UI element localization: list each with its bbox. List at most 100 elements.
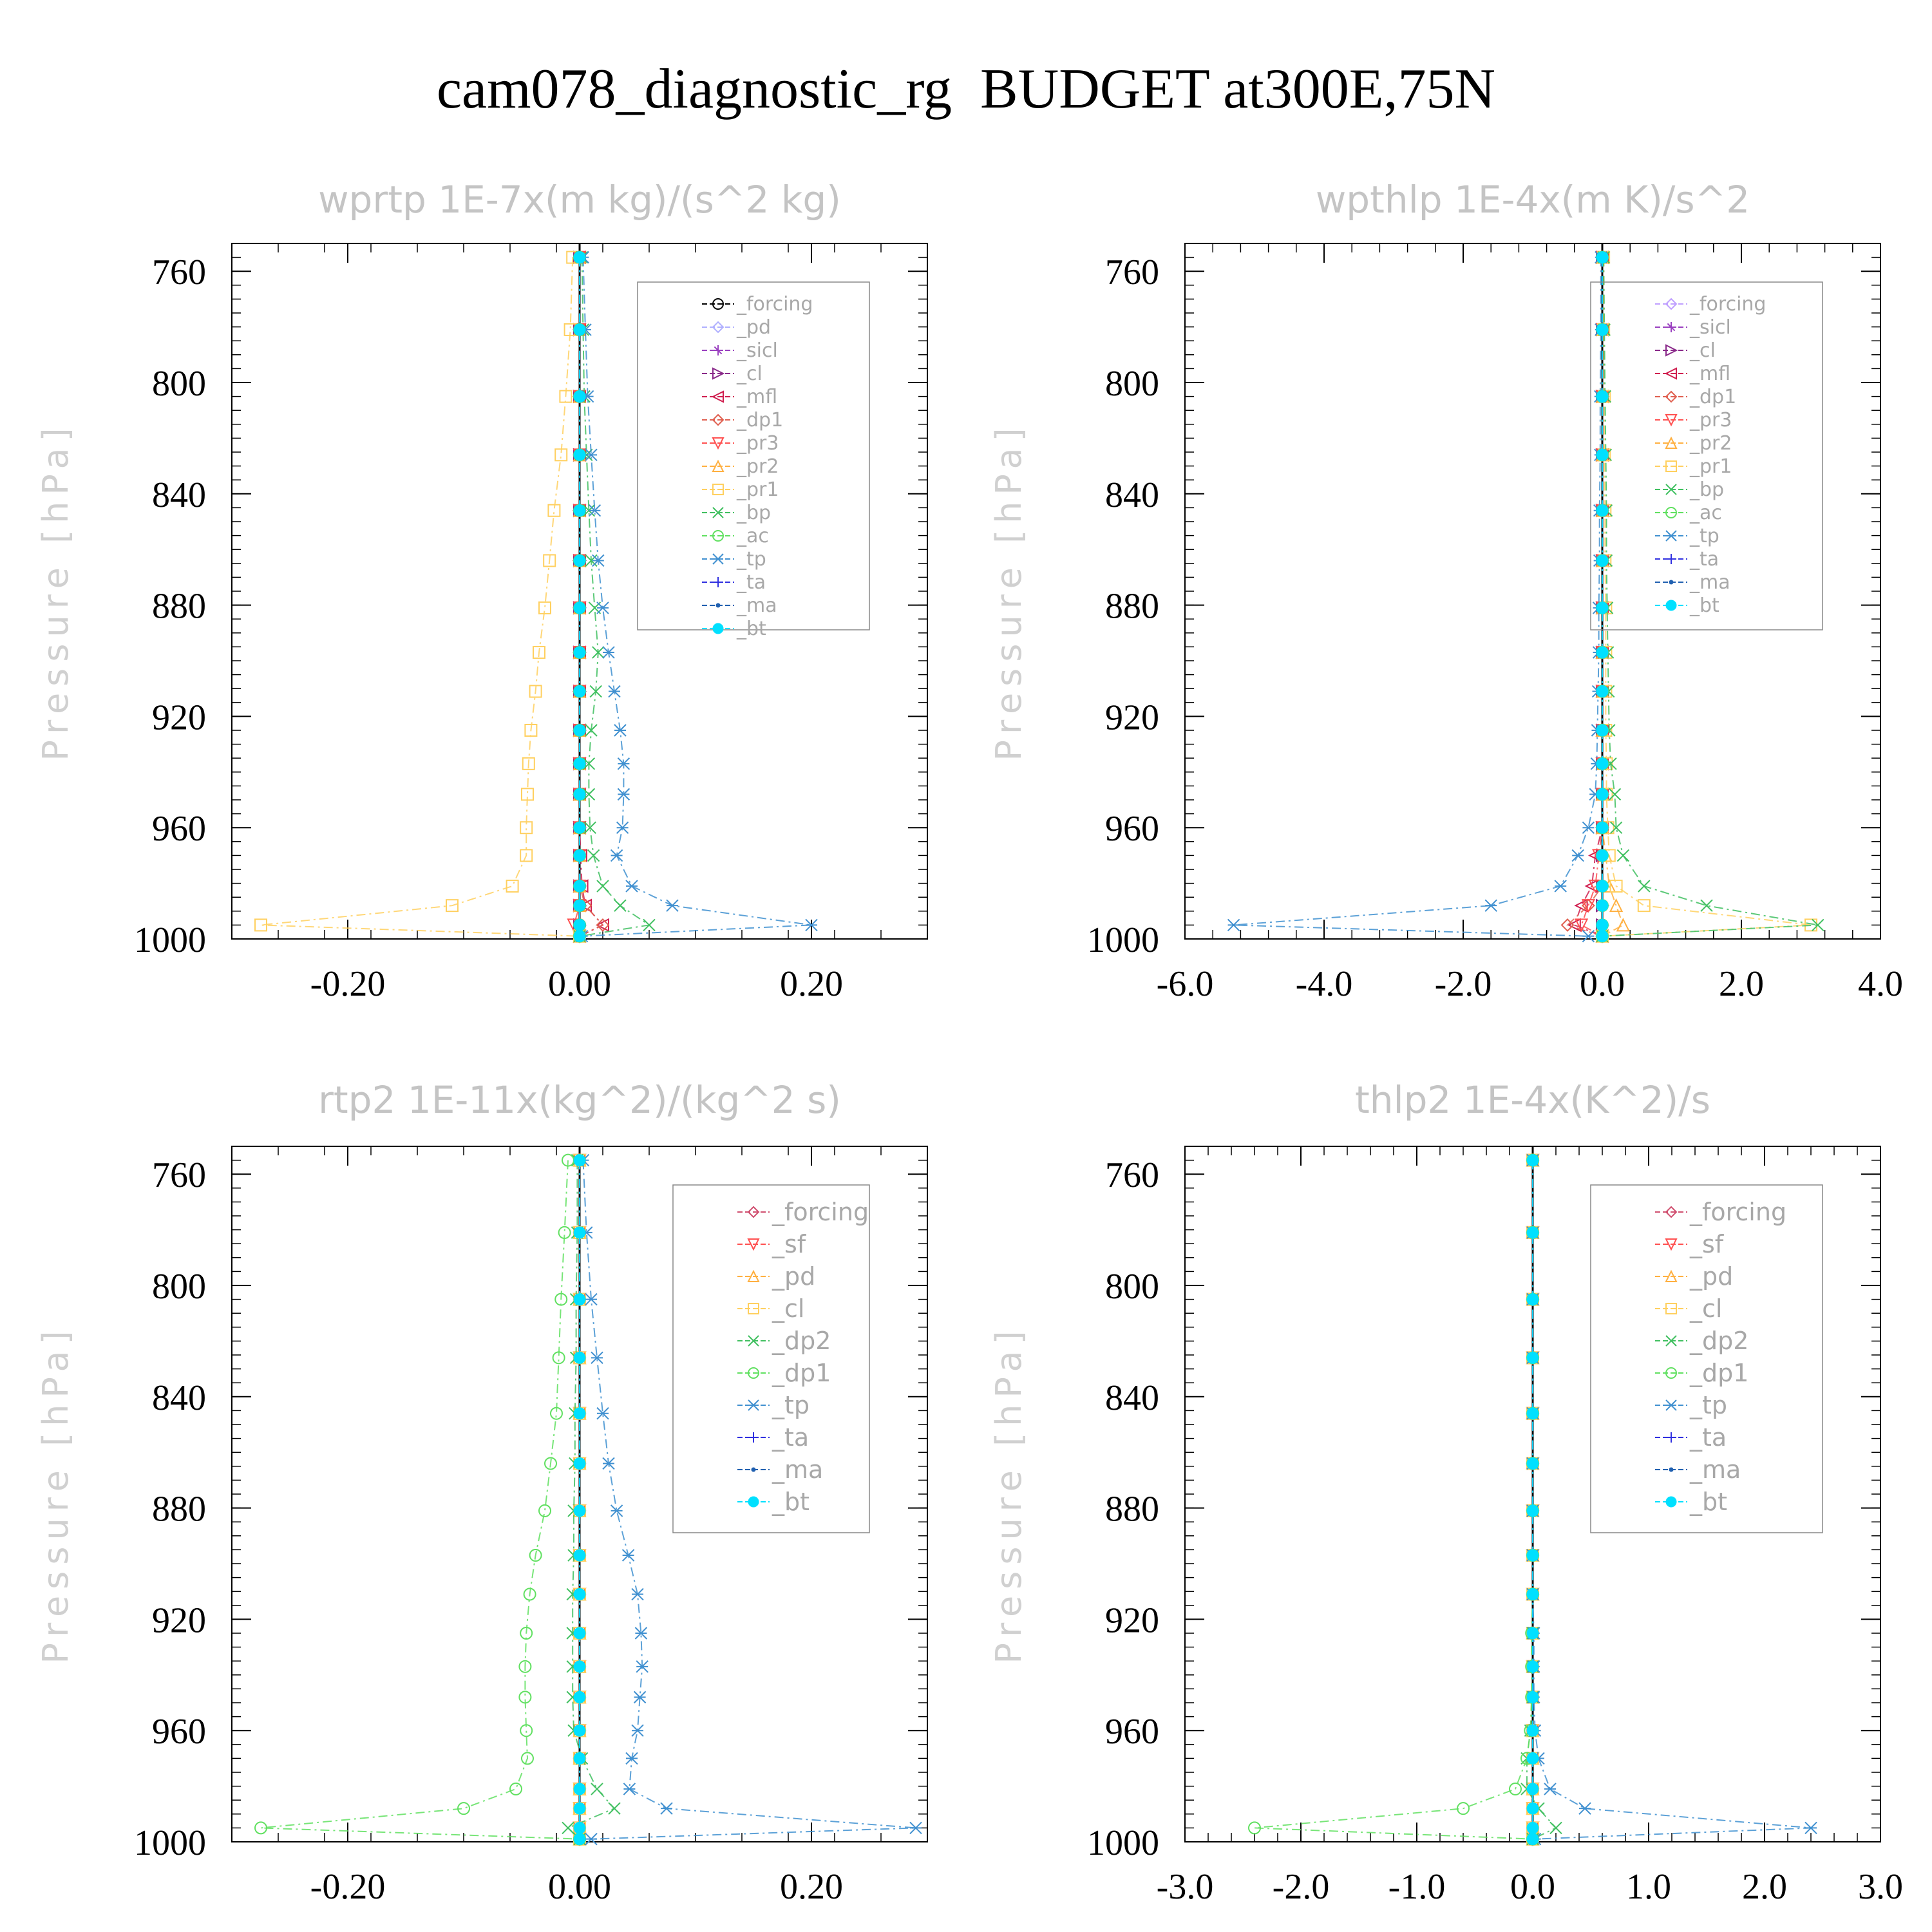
- y-tick-label: 960: [152, 1712, 206, 1752]
- legend-box: [1590, 281, 1823, 630]
- data-point: [1526, 1802, 1539, 1815]
- data-point: [544, 1457, 557, 1470]
- data-point: [1596, 601, 1609, 614]
- legend-marker: [1669, 580, 1674, 585]
- data-point: [617, 788, 630, 801]
- data-point: [1608, 788, 1622, 801]
- data-point: [1526, 1407, 1539, 1420]
- data-point: [585, 724, 598, 737]
- data-point: [552, 1351, 565, 1365]
- data-point: [602, 646, 615, 659]
- y-tick-label: 800: [1105, 1267, 1159, 1307]
- data-point: [1574, 898, 1588, 913]
- x-tick-label: 4.0: [1858, 964, 1903, 1004]
- legend-marker: [712, 437, 724, 450]
- data-point: [621, 1549, 635, 1562]
- data-point: [1596, 323, 1609, 336]
- legend-label: _pr1: [736, 478, 779, 501]
- series-tp: [576, 1153, 922, 1846]
- data-point: [573, 1457, 586, 1470]
- data-point: [573, 849, 586, 862]
- legend-marker: [1665, 1269, 1678, 1282]
- legend-marker: [1666, 322, 1676, 332]
- y-tick-label: 760: [1105, 252, 1159, 292]
- data-point: [608, 1802, 621, 1815]
- legend-marker: [712, 484, 724, 495]
- legend-label: _forcing: [772, 1198, 869, 1226]
- legend-marker: [711, 390, 724, 403]
- legend-marker: [715, 603, 721, 608]
- data-point: [1526, 1660, 1539, 1673]
- data-point: [1526, 1226, 1539, 1239]
- data-point: [573, 685, 586, 698]
- data-point: [1526, 1821, 1539, 1834]
- data-point: [520, 1627, 533, 1640]
- series-line: [567, 1160, 616, 1840]
- series-line: [260, 257, 580, 937]
- data-point: [591, 1351, 603, 1365]
- data-point: [608, 685, 621, 698]
- data-point: [573, 554, 586, 567]
- legend-label: _tp: [736, 548, 766, 571]
- data-point: [1526, 1549, 1539, 1562]
- legend-label: _pd: [1689, 1262, 1733, 1291]
- data-point: [1638, 880, 1651, 893]
- x-tick-label: 0.0: [1580, 964, 1625, 1004]
- y-tick-label: 760: [152, 1155, 206, 1195]
- data-point: [1457, 1802, 1470, 1815]
- y-tick-label: 880: [1105, 587, 1159, 627]
- y-tick-label: 960: [1105, 809, 1159, 849]
- data-point: [573, 1549, 586, 1562]
- series-dp2: [562, 1153, 621, 1846]
- legend-label: _cl: [1689, 1294, 1722, 1323]
- legend-marker: [713, 345, 723, 355]
- y-tick-label: 920: [152, 1600, 206, 1640]
- legend-marker: [712, 298, 724, 310]
- legend-marker: [712, 623, 724, 634]
- data-point: [573, 504, 586, 517]
- data-point: [521, 1752, 534, 1765]
- data-point: [1596, 849, 1609, 862]
- data-point: [1616, 849, 1630, 862]
- series-line: [1566, 257, 1603, 937]
- data-point: [610, 849, 623, 862]
- data-point: [1578, 1802, 1591, 1815]
- legend-marker: [1666, 1432, 1676, 1443]
- data-point: [1571, 849, 1584, 862]
- legend-marker: [748, 1399, 759, 1411]
- panel-title: rtp2 1E-11x(kg^2)/(kg^2 s): [318, 1078, 841, 1122]
- legend-marker: [1665, 436, 1678, 449]
- legend-label: _pr2: [736, 455, 779, 478]
- data-point: [1526, 1504, 1539, 1517]
- data-point: [616, 821, 629, 834]
- data-point: [550, 1406, 563, 1420]
- legend-label: _forcing: [1689, 1198, 1786, 1226]
- data-point: [573, 448, 586, 461]
- x-tick-label: -4.0: [1296, 964, 1353, 1004]
- legend-marker: [1665, 507, 1677, 518]
- legend-label: _ma: [1689, 571, 1730, 594]
- data-point: [596, 1407, 609, 1420]
- data-point: [602, 1457, 615, 1470]
- data-point: [660, 1802, 673, 1815]
- data-point: [596, 880, 609, 893]
- series-line: [582, 1160, 916, 1840]
- legend-label: _bt: [736, 618, 766, 640]
- data-point: [582, 788, 596, 801]
- data-point: [520, 849, 533, 862]
- data-point: [1596, 554, 1609, 567]
- data-point: [573, 880, 586, 893]
- x-tick-label: 0.20: [780, 964, 843, 1004]
- legend-marker: [1665, 344, 1678, 357]
- legend-label: _tp: [772, 1391, 810, 1419]
- data-point: [589, 685, 602, 698]
- data-point: [1596, 821, 1609, 834]
- data-point: [1227, 918, 1240, 932]
- data-point: [1596, 646, 1609, 659]
- x-tick-label: -2.0: [1435, 964, 1492, 1004]
- y-axis-label: Pressure [hPa]: [35, 1324, 76, 1663]
- data-point: [592, 554, 605, 567]
- y-axis-label: Pressure [hPa]: [35, 421, 76, 761]
- data-point: [573, 1627, 586, 1640]
